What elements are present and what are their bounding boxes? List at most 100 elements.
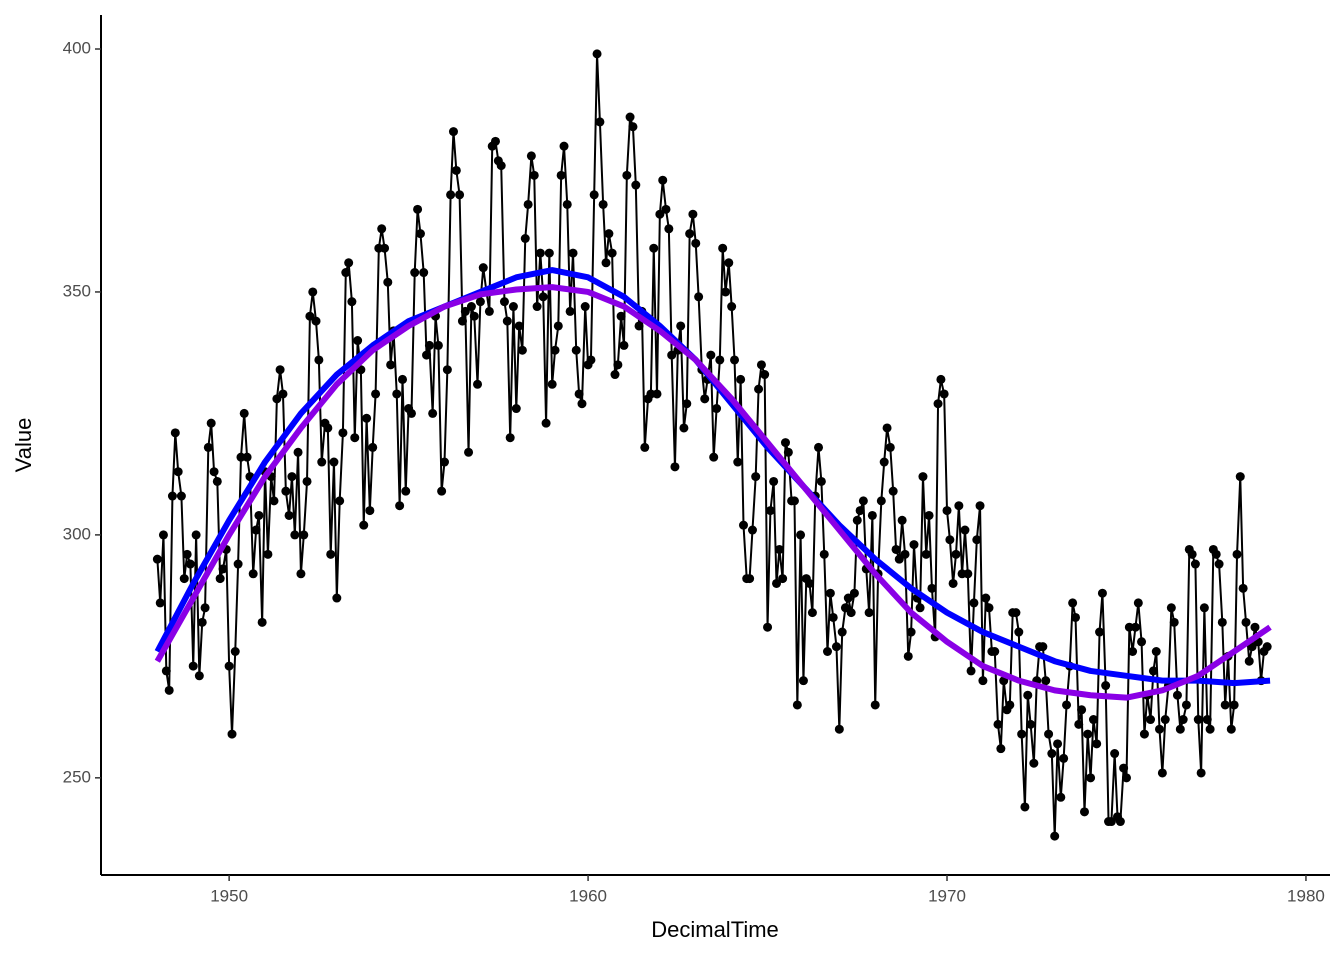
data-point bbox=[191, 530, 201, 540]
data-point bbox=[885, 442, 895, 452]
data-point bbox=[1047, 749, 1057, 759]
data-point bbox=[625, 112, 635, 122]
data-point bbox=[406, 408, 416, 418]
data-point bbox=[538, 292, 548, 302]
data-point bbox=[825, 588, 835, 598]
data-point bbox=[529, 170, 539, 180]
data-point bbox=[413, 204, 423, 214]
data-point bbox=[311, 316, 321, 326]
data-point bbox=[188, 661, 198, 671]
x-axis-title: DecimalTime bbox=[651, 917, 779, 942]
data-point bbox=[712, 404, 722, 414]
data-point bbox=[879, 457, 889, 467]
data-point bbox=[448, 127, 458, 137]
data-point bbox=[520, 234, 530, 244]
data-point bbox=[948, 578, 958, 588]
data-point bbox=[158, 530, 168, 540]
data-point bbox=[419, 268, 429, 278]
data-point bbox=[446, 190, 456, 200]
data-point bbox=[867, 510, 877, 520]
data-point bbox=[308, 287, 318, 297]
data-point bbox=[508, 302, 518, 312]
data-point bbox=[1178, 715, 1188, 725]
data-point bbox=[1211, 549, 1221, 559]
data-point bbox=[1151, 646, 1161, 656]
data-point bbox=[763, 622, 773, 632]
data-point bbox=[526, 151, 536, 161]
data-point bbox=[604, 229, 614, 239]
data-point bbox=[1083, 729, 1093, 739]
data-point bbox=[1241, 617, 1251, 627]
data-point bbox=[700, 394, 710, 404]
data-point bbox=[359, 520, 369, 530]
data-point bbox=[897, 515, 907, 525]
data-point bbox=[828, 612, 838, 622]
data-point bbox=[1232, 549, 1242, 559]
data-point bbox=[927, 583, 937, 593]
data-point bbox=[918, 472, 928, 482]
data-point bbox=[613, 360, 623, 370]
data-point bbox=[909, 540, 919, 550]
data-point bbox=[251, 525, 261, 535]
data-point bbox=[1139, 729, 1149, 739]
data-point bbox=[1071, 612, 1081, 622]
data-point bbox=[203, 442, 213, 452]
data-point bbox=[335, 496, 345, 506]
data-point bbox=[822, 646, 832, 656]
data-point bbox=[915, 603, 925, 613]
data-point bbox=[1166, 603, 1176, 613]
data-point bbox=[619, 340, 629, 350]
data-point bbox=[457, 316, 467, 326]
data-point bbox=[1005, 700, 1015, 710]
data-point bbox=[365, 506, 375, 516]
data-point bbox=[1115, 817, 1125, 827]
data-point bbox=[846, 608, 856, 618]
data-point bbox=[733, 457, 743, 467]
data-point bbox=[679, 423, 689, 433]
data-point bbox=[1088, 715, 1098, 725]
data-point bbox=[326, 549, 336, 559]
data-point bbox=[960, 525, 970, 535]
data-point bbox=[380, 243, 390, 253]
data-point bbox=[1175, 724, 1185, 734]
data-point bbox=[798, 676, 808, 686]
data-point bbox=[628, 122, 638, 132]
data-point bbox=[242, 452, 252, 462]
data-point bbox=[206, 418, 216, 428]
data-point bbox=[329, 457, 339, 467]
data-point bbox=[514, 321, 524, 331]
data-point bbox=[796, 530, 806, 540]
data-point bbox=[655, 209, 665, 219]
data-point bbox=[631, 180, 641, 190]
data-point bbox=[1014, 627, 1024, 637]
data-point bbox=[523, 199, 533, 209]
data-point bbox=[571, 345, 581, 355]
data-point bbox=[580, 302, 590, 312]
data-point bbox=[745, 574, 755, 584]
data-point bbox=[317, 457, 327, 467]
data-point bbox=[1121, 773, 1131, 783]
data-point bbox=[1074, 719, 1084, 729]
data-point bbox=[1059, 753, 1069, 763]
data-point bbox=[278, 389, 288, 399]
data-point bbox=[284, 510, 294, 520]
data-point bbox=[595, 117, 605, 127]
data-point bbox=[882, 423, 892, 433]
data-point bbox=[415, 229, 425, 239]
data-point bbox=[667, 350, 677, 360]
data-point bbox=[239, 408, 249, 418]
data-point bbox=[756, 360, 766, 370]
data-point bbox=[607, 248, 617, 258]
data-point bbox=[747, 525, 757, 535]
data-point bbox=[1128, 646, 1138, 656]
data-point bbox=[275, 365, 285, 375]
data-point bbox=[1092, 739, 1102, 749]
y-tick-label: 400 bbox=[63, 38, 91, 57]
data-point bbox=[401, 486, 411, 496]
data-point bbox=[774, 544, 784, 554]
data-point bbox=[855, 506, 865, 516]
data-point bbox=[1148, 666, 1158, 676]
data-point bbox=[1017, 729, 1027, 739]
data-point bbox=[553, 321, 563, 331]
data-point bbox=[254, 510, 264, 520]
